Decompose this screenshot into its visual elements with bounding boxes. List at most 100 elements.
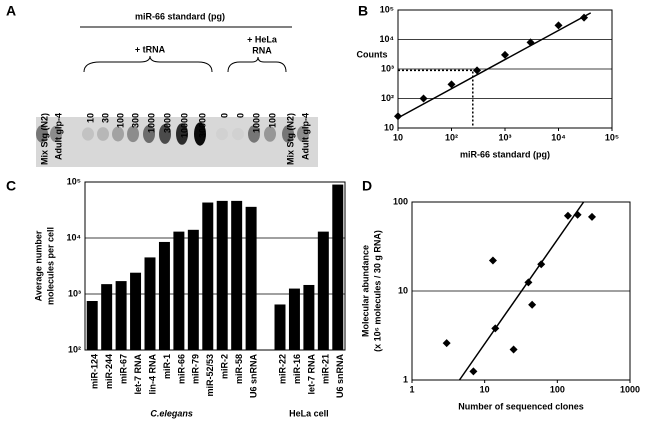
bar (303, 284, 315, 350)
gel-band (232, 128, 244, 140)
y-tick-label: 10⁵ (67, 176, 81, 186)
data-point (469, 367, 478, 376)
x-tick-label: 1000 (620, 384, 640, 394)
data-point (491, 324, 500, 333)
hela-label: RNA (252, 45, 272, 55)
bar (115, 281, 127, 350)
y-axis-label: Counts (357, 49, 388, 59)
x-tick-label: 10 (480, 384, 490, 394)
data-point (528, 300, 537, 309)
brace (83, 55, 213, 73)
x-tick-label: let-7 RNA (306, 354, 316, 395)
data-point (573, 210, 582, 219)
x-tick-label: 1 (409, 384, 414, 394)
group-label: HeLa cell (289, 408, 329, 418)
gel-image (36, 117, 318, 167)
x-tick-label: U6 snRNA (248, 354, 258, 399)
lane-label: 1000 (251, 113, 261, 133)
gel-band (127, 125, 139, 143)
gel-band (216, 128, 228, 140)
x-tick-label: miR-52/53 (205, 354, 215, 397)
brace (227, 56, 287, 73)
bar (245, 206, 257, 350)
guide-line (398, 69, 474, 128)
y-axis-label: Average number (33, 230, 43, 301)
x-tick-label: miR-2 (220, 354, 230, 379)
lane-label: 100 (267, 113, 277, 128)
group-label: C.elegans (150, 408, 193, 418)
bar (86, 300, 98, 350)
gel-band (112, 126, 124, 142)
y-tick-label: 10⁴ (67, 232, 81, 242)
y-tick-label: 10² (68, 344, 81, 354)
x-tick-label: 10² (445, 132, 458, 142)
x-tick-label: 10⁴ (551, 132, 565, 142)
panel-label: D (362, 178, 372, 194)
lane-label: 0 (219, 113, 229, 118)
lane-label: Mix Stg (N2) (39, 113, 49, 165)
x-tick-label: 10³ (498, 132, 511, 142)
lane-label: Adult glp-4 (300, 113, 310, 160)
x-tick-label: miR-124 (90, 354, 100, 389)
gel-band (97, 127, 109, 141)
x-tick-label: 10 (393, 132, 403, 142)
bar (216, 200, 228, 350)
data-point (447, 80, 456, 89)
data-point (554, 21, 563, 30)
gel-band (143, 125, 155, 143)
x-tick-label: 10⁵ (605, 132, 619, 142)
x-tick-label: miR-66 (176, 354, 186, 384)
x-tick-label: 100 (550, 384, 565, 394)
bar (130, 272, 142, 350)
y-tick-label: 10⁴ (380, 34, 394, 44)
x-tick-label: U6 snRNA (335, 354, 345, 399)
bar (231, 200, 243, 350)
data-point (537, 260, 546, 269)
gel-header: miR-66 standard (pg) (135, 11, 225, 21)
panel-label: C (6, 178, 16, 194)
lane-label: 100 (115, 113, 125, 128)
lane-label: 1000 (146, 113, 156, 133)
gel-band (36, 125, 48, 143)
data-point (442, 339, 451, 348)
x-axis-label: Number of sequenced clones (458, 401, 584, 411)
lane-label: 30 (100, 113, 110, 123)
gel-band (82, 127, 94, 141)
y-axis-label: molecules per cell (45, 227, 55, 305)
x-tick-label: miR-244 (104, 354, 114, 389)
lane-label: Adult glp-4 (53, 113, 63, 160)
x-tick-label: miR-21 (321, 354, 331, 384)
data-point (473, 66, 482, 75)
bar (202, 202, 214, 350)
trna-label: + tRNA (135, 44, 166, 54)
x-tick-label: lin-4 RNA (147, 353, 157, 394)
x-tick-label: miR-1 (162, 354, 172, 379)
bar (144, 257, 156, 350)
y-tick-label: 10⁵ (380, 4, 394, 14)
gel-band (297, 125, 309, 143)
gel-band (176, 123, 188, 145)
bar (173, 231, 185, 350)
bar (332, 184, 344, 350)
gel-band (50, 125, 62, 143)
y-axis-label: Molecular abundance (360, 245, 370, 337)
x-axis-label: miR-66 standard (pg) (460, 149, 550, 159)
panel-label: A (6, 3, 16, 19)
data-point (563, 211, 572, 220)
gel-band (282, 125, 294, 143)
bar (274, 304, 286, 350)
lane-label: Mix Stg (N2) (285, 113, 295, 165)
gel-band (264, 126, 276, 142)
y-tick-label: 100 (393, 196, 408, 206)
y-tick-label: 10² (381, 93, 394, 103)
data-point (501, 50, 509, 59)
lane-label: 300 (130, 113, 140, 128)
y-tick-label: 10³ (68, 288, 81, 298)
hela-label: + HeLa (247, 34, 278, 44)
x-tick-label: miR-22 (277, 354, 287, 384)
x-tick-label: miR-67 (118, 354, 128, 384)
data-point (509, 345, 518, 354)
y-tick-label: 10³ (381, 63, 394, 73)
lane-label: 0 (235, 113, 245, 118)
